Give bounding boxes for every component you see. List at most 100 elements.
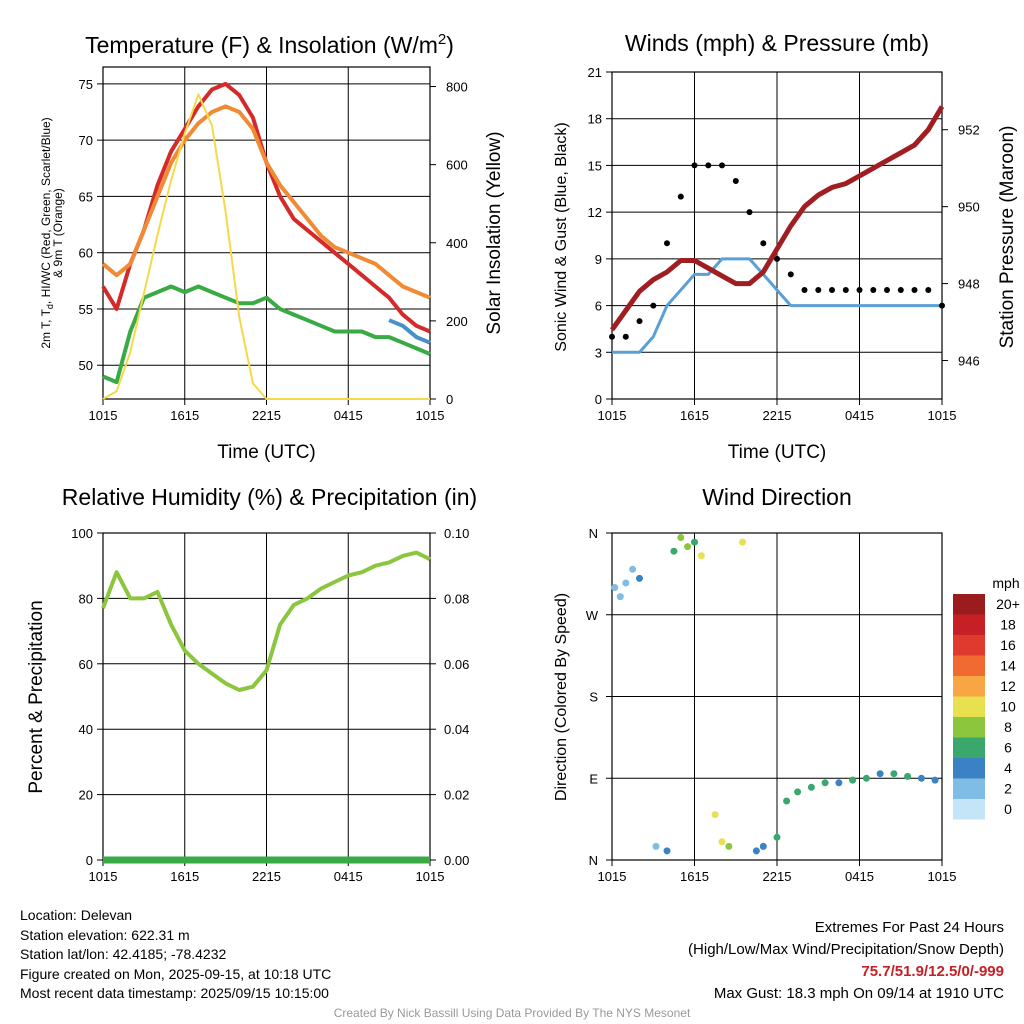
dir-point — [663, 847, 671, 855]
dir-y-tick-label: E — [589, 771, 598, 786]
wind-y-tick-label: 6 — [595, 299, 602, 314]
wind-gust-point — [636, 318, 643, 325]
dir-point — [821, 779, 829, 787]
wind-gust-point — [664, 240, 670, 247]
wind-y-tick-label: 18 — [588, 112, 602, 127]
wind-y2-tick-label: 950 — [958, 200, 980, 215]
wind-gust-point — [787, 271, 794, 278]
temp-panel-title: Temperature (F) & Insolation (W/m2) — [85, 31, 454, 58]
legend-swatch — [953, 778, 985, 799]
rh-y2-tick-label: 0.04 — [444, 722, 469, 737]
wind-gust-point — [760, 240, 767, 247]
wind-gust-point — [897, 287, 904, 293]
dir-x-tick-label: 0415 — [845, 869, 874, 884]
wind-y2-tick-label: 946 — [958, 354, 980, 369]
wind-gust-point — [677, 193, 684, 200]
dir-point — [890, 770, 898, 778]
rh-y-tick-label: 0 — [86, 853, 93, 868]
dir-point — [677, 534, 685, 541]
temp-y-tick-label: 55 — [79, 302, 93, 317]
dir-point — [794, 788, 802, 796]
dir-point — [652, 842, 660, 850]
temp-x-tick-label: 1015 — [89, 408, 118, 423]
dir-y-tick-label: W — [586, 608, 599, 623]
legend-swatch — [953, 594, 985, 615]
temp-series-line-2 — [102, 284, 431, 385]
legend-swatch — [953, 758, 985, 779]
wind-gust-point — [911, 287, 918, 293]
wind-gust-point — [856, 287, 863, 293]
legend-swatch — [953, 737, 985, 758]
dir-point — [931, 776, 939, 784]
dir-point — [876, 770, 884, 778]
temp-series-line-3 — [388, 318, 431, 345]
temp-right-axis-label: Solar Insolation (Yellow) — [484, 131, 505, 334]
wind-x-tick-label: 1015 — [598, 408, 627, 423]
temp-x-tick-label: 0415 — [334, 408, 363, 423]
dir-point — [670, 547, 678, 555]
legend-label: 6 — [1004, 740, 1012, 756]
legend-swatch — [953, 799, 985, 820]
wind-y-tick-label: 9 — [595, 252, 602, 267]
dir-left-axis-label: Direction (Colored By Speed) — [553, 593, 570, 801]
legend-swatch — [953, 717, 985, 738]
dir-point — [862, 774, 870, 782]
rh-left-axis-label: Percent & Precipitation — [26, 600, 47, 793]
legend-label: 16 — [1000, 637, 1016, 653]
temp-y2-tick-label: 800 — [446, 80, 468, 95]
wind-gust-point — [774, 255, 780, 262]
dir-point — [636, 574, 643, 582]
location-text: Location: Delevan — [20, 907, 133, 923]
rh-x-tick-label: 1015 — [89, 869, 118, 884]
temp-series-line-1 — [101, 104, 431, 300]
wind-x-tick-label: 1615 — [680, 408, 709, 423]
wind-y-tick-label: 3 — [595, 345, 602, 360]
dir-point — [759, 842, 767, 850]
wind-gust-point — [650, 302, 657, 309]
dir-point — [725, 842, 733, 850]
temp-series-line-4 — [102, 93, 430, 400]
legend-swatch — [953, 655, 985, 676]
dir-x-tick-label: 2215 — [763, 869, 792, 884]
dir-point — [752, 847, 760, 855]
wind-gust-point — [842, 287, 849, 293]
dir-y-tick-label: S — [589, 690, 598, 705]
elevation-text: Station elevation: 622.31 m — [20, 926, 190, 943]
wind-gust-point — [622, 333, 629, 340]
rh-line — [101, 550, 431, 692]
latlon-text: Station lat/lon: 42.4185; -78.4232 — [20, 946, 227, 962]
temp-x-axis-label: Time (UTC) — [217, 442, 316, 463]
extremes-values: 75.7/51.9/12.5/0/-999 — [861, 963, 1004, 980]
recent-timestamp-text: Most recent data timestamp: 2025/09/15 1… — [20, 985, 329, 1001]
rh-x-tick-label: 2215 — [252, 869, 281, 884]
wind-y2-tick-label: 952 — [958, 123, 980, 138]
rh-y2-tick-label: 0.08 — [444, 591, 469, 606]
rh-y-tick-label: 80 — [79, 591, 93, 606]
station-info: Location: Delevan Station elevation: 622… — [20, 906, 331, 1004]
extremes-subtitle: (High/Low/Max Wind/Precipitation/Snow De… — [688, 941, 1004, 958]
dir-x-tick-label: 1015 — [928, 869, 957, 884]
dir-point — [904, 772, 912, 780]
dir-point — [622, 579, 630, 587]
dir-point — [711, 811, 719, 819]
rh-y-tick-label: 20 — [79, 788, 93, 803]
dir-point — [629, 565, 637, 573]
pressure-line — [609, 105, 945, 332]
dir-point — [684, 543, 692, 551]
wind-y-tick-label: 0 — [595, 392, 602, 407]
temp-left-axis-label-line2: & 9m T (Orange) — [51, 188, 65, 278]
wind-gust-point — [732, 178, 739, 184]
wind-left-axis-label: Sonic Wind & Gust (Blue, Black) — [553, 122, 570, 351]
legend-swatch — [953, 696, 985, 717]
wind-x-tick-label: 0415 — [845, 408, 874, 423]
temp-left-axis-label: 2m T, Td, HI/WC (Red, Green, Scarlet/Blu… — [39, 117, 55, 348]
legend-label: 14 — [1000, 658, 1016, 674]
legend-swatch — [953, 635, 985, 656]
temp-y2-tick-label: 200 — [446, 314, 468, 329]
wind-y-tick-label: 15 — [588, 158, 602, 173]
wind-y-tick-label: 12 — [588, 205, 602, 220]
wind-gust-point — [939, 302, 945, 309]
wind-x-tick-label: 1015 — [928, 408, 957, 423]
temp-y2-tick-label: 600 — [446, 158, 468, 173]
